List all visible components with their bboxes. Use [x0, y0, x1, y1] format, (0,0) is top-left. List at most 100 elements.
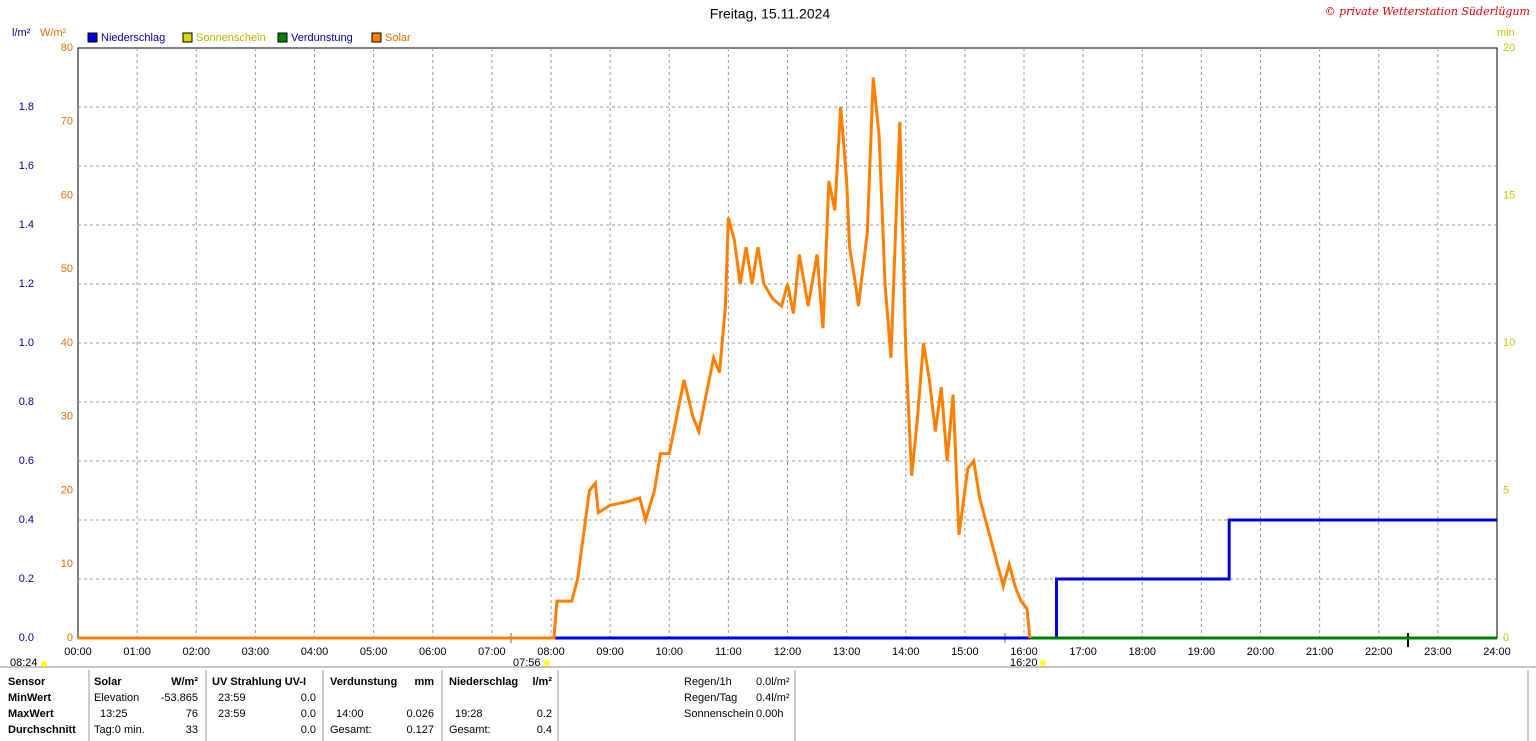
- x-tick-label: 08:00: [537, 646, 565, 658]
- y-tick-label: 1.2: [19, 278, 34, 290]
- legend-swatch: [277, 32, 288, 43]
- y-tick-label: 15: [1503, 189, 1515, 201]
- table-cell: Gesamt:: [449, 724, 491, 736]
- legend-label: Verdunstung: [291, 32, 353, 44]
- x-tick-label: 00:00: [64, 646, 92, 658]
- legend-label: Niederschlag: [101, 32, 165, 44]
- x-tick-label: 23:00: [1424, 646, 1452, 658]
- table-header: Solar: [94, 676, 122, 688]
- series-line: [78, 518, 1497, 640]
- y-tick-label: 0.4: [19, 514, 34, 526]
- legend-label: Solar: [385, 32, 411, 44]
- table-header: W/m²: [171, 676, 198, 688]
- x-tick-label: 19:00: [1188, 646, 1216, 658]
- x-tick-label: 01:00: [123, 646, 151, 658]
- axis-unit: W/m²: [40, 27, 67, 39]
- table-cell: 23:59: [218, 692, 246, 704]
- copyright: © private Wetterstation Süderlügum: [1325, 5, 1530, 18]
- x-tick-label: 09:00: [596, 646, 624, 658]
- table-cell: 33: [186, 724, 198, 736]
- sun-dot: [41, 661, 47, 667]
- marker-label: 16:20: [1010, 657, 1038, 669]
- y-tick-label: 20: [1503, 42, 1515, 54]
- table-header: Verdunstung: [330, 676, 397, 688]
- marker-label: 08:24: [10, 657, 38, 669]
- x-tick-label: 12:00: [774, 646, 802, 658]
- x-tick-label: 17:00: [1069, 646, 1097, 658]
- table-cell: 13:25: [100, 708, 128, 720]
- table-cell: MinWert: [8, 692, 52, 704]
- table-cell: Durchschnitt: [8, 724, 76, 736]
- y-tick-label: 0.6: [19, 455, 34, 467]
- table-cell: 23:59: [218, 708, 246, 720]
- x-tick-label: 10:00: [655, 646, 683, 658]
- y-tick-label: 20: [61, 484, 73, 496]
- table-cell: 19:28: [455, 708, 483, 720]
- table-cell: 0.127: [406, 724, 434, 736]
- axis-unit: l/m²: [12, 27, 31, 39]
- y-tick-label: 0.8: [19, 396, 34, 408]
- table-header: l/m²: [532, 676, 552, 688]
- info-value: 0.0l/m²: [756, 676, 790, 688]
- x-tick-label: 13:00: [833, 646, 861, 658]
- table-cell: 0.026: [406, 708, 434, 720]
- y-tick-label: 0: [67, 632, 73, 644]
- table-cell: 0.0: [301, 692, 316, 704]
- legend-swatch: [182, 32, 193, 43]
- x-tick-label: 14:00: [892, 646, 920, 658]
- table-cell: 14:00: [336, 708, 364, 720]
- y-tick-label: 70: [61, 116, 73, 128]
- legend-swatch: [87, 32, 98, 43]
- y-tick-label: 0: [1503, 632, 1509, 644]
- info-label: Regen/1h: [684, 676, 732, 688]
- legend-label: Sonnenschein: [196, 32, 266, 44]
- x-tick-label: 21:00: [1306, 646, 1334, 658]
- table-cell: Tag:0 min.: [94, 724, 145, 736]
- y-tick-label: 1.6: [19, 160, 34, 172]
- marker-label: 07:56: [513, 657, 541, 669]
- table-header: UV Strahlung UV-I: [212, 676, 306, 688]
- x-tick-label: 04:00: [301, 646, 329, 658]
- x-tick-label: 24:00: [1483, 646, 1511, 658]
- y-tick-label: 5: [1503, 484, 1509, 496]
- x-tick-label: 03:00: [242, 646, 270, 658]
- table-cell: Elevation: [94, 692, 139, 704]
- info-value: 0.4l/m²: [756, 692, 790, 704]
- x-tick-label: 18:00: [1128, 646, 1156, 658]
- sun-dot: [1040, 660, 1046, 666]
- y-tick-label: 10: [1503, 337, 1515, 349]
- axis-unit: min: [1497, 27, 1515, 39]
- y-tick-label: 0.0: [19, 632, 34, 644]
- x-tick-label: 11:00: [715, 646, 742, 658]
- y-tick-label: 0.2: [19, 573, 34, 585]
- chart-title: Freitag, 15.11.2024: [710, 6, 831, 22]
- y-tick-label: 1.8: [19, 101, 34, 113]
- series-line: [78, 77, 1032, 640]
- x-tick-label: 22:00: [1365, 646, 1393, 658]
- table-lines: [88, 670, 1529, 741]
- y-tick-label: 1.4: [19, 219, 34, 231]
- table-header: Sensor: [8, 676, 46, 688]
- info-value: 0.00h: [756, 708, 784, 720]
- info-label: Sonnenschein: [684, 708, 754, 720]
- table-cell: 0.0: [301, 708, 316, 720]
- table-cell: MaxWert: [8, 708, 54, 720]
- x-tick-label: 06:00: [419, 646, 447, 658]
- x-tick-label: 16:00: [1010, 646, 1038, 658]
- x-tick-label: 05:00: [360, 646, 388, 658]
- legend-swatch: [371, 32, 382, 43]
- y-tick-label: 50: [61, 263, 73, 275]
- table-cell: 0.2: [537, 708, 552, 720]
- table-cell: Gesamt:: [330, 724, 372, 736]
- y-tick-label: 60: [61, 189, 73, 201]
- sun-dot: [544, 660, 550, 666]
- y-tick-label: 1.0: [19, 337, 34, 349]
- y-tick-label: 10: [61, 558, 73, 570]
- table-cell: 76: [186, 708, 198, 720]
- y-tick-label: 30: [61, 411, 73, 423]
- y-tick-label: 40: [61, 337, 73, 349]
- x-tick-label: 15:00: [951, 646, 979, 658]
- table-header: mm: [414, 676, 434, 688]
